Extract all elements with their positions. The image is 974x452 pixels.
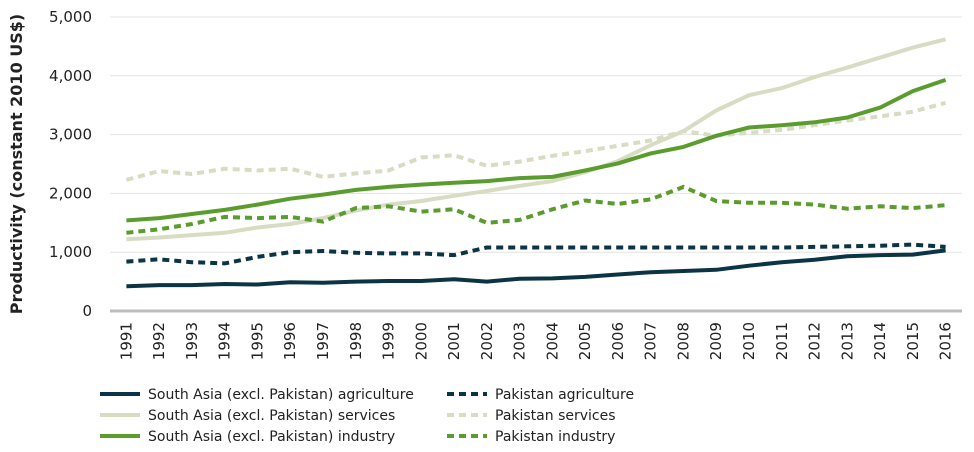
- x-tick-label: 2003: [511, 322, 529, 360]
- legend-label: Pakistan agriculture: [495, 387, 634, 403]
- legend-label: South Asia (excl. Pakistan) services: [148, 408, 395, 424]
- x-tick-label: 1994: [216, 322, 234, 360]
- x-tick-label: 2001: [445, 322, 463, 360]
- legend-label: South Asia (excl. Pakistan) agriculture: [148, 387, 414, 403]
- x-tick-label: 2012: [806, 322, 824, 360]
- x-tick-label: 1999: [380, 322, 398, 360]
- x-tick-label: 2000: [412, 322, 430, 360]
- x-tick-label: 2014: [871, 322, 889, 360]
- x-tick-label: 2008: [674, 322, 692, 360]
- legend-label: South Asia (excl. Pakistan) industry: [148, 429, 395, 445]
- x-tick-label: 1997: [314, 322, 332, 360]
- y-tick-label: 4,000: [49, 67, 92, 85]
- x-axis-ticks: 1991 1992 1993 1994 1995 1996 1997 1998 1999 2000…: [117, 322, 954, 360]
- x-tick-label: 1998: [347, 322, 365, 360]
- x-tick-label: 1992: [150, 322, 168, 360]
- y-tick-label: 3,000: [49, 126, 92, 144]
- series-line-1: [126, 242, 946, 266]
- legend-label: Pakistan services: [495, 408, 616, 424]
- x-tick-label: 2013: [838, 322, 856, 360]
- legend: South Asia (excl. Pakistan) agriculture P…: [100, 387, 634, 445]
- x-tick-label: 1995: [248, 322, 266, 360]
- series-line-2: [126, 37, 947, 242]
- x-tick-label: 1993: [183, 322, 201, 360]
- x-tick-label: 2004: [543, 322, 561, 360]
- x-tick-label: 2016: [937, 322, 955, 360]
- x-tick-label: 1996: [281, 322, 299, 360]
- y-axis-label: Productivity (constant 2010 US$): [7, 14, 26, 314]
- y-tick-label: 5,000: [49, 8, 92, 26]
- y-tick-label: 0: [82, 302, 92, 320]
- series-line-5: [126, 184, 946, 235]
- x-tick-label: 2015: [904, 322, 922, 360]
- x-tick-label: 2010: [740, 322, 758, 360]
- series-line-0: [126, 248, 946, 289]
- y-tick-label: 2,000: [49, 184, 92, 202]
- legend-label: Pakistan industry: [495, 429, 615, 445]
- series-line-4: [126, 78, 947, 223]
- x-tick-label: 2009: [707, 322, 725, 360]
- x-tick-label: 2011: [773, 322, 791, 360]
- x-tick-label: 2007: [642, 322, 660, 360]
- y-axis-ticks: 0 1,000 2,000 3,000 4,000 5,000: [49, 8, 92, 320]
- x-tick-label: 2005: [576, 322, 594, 360]
- series-line-3: [125, 100, 947, 182]
- y-tick-label: 1,000: [49, 243, 92, 261]
- x-tick-label: 2006: [609, 322, 627, 360]
- x-tick-label: 1991: [117, 322, 135, 360]
- series-lines: [125, 37, 947, 289]
- x-tick-label: 2002: [478, 322, 496, 360]
